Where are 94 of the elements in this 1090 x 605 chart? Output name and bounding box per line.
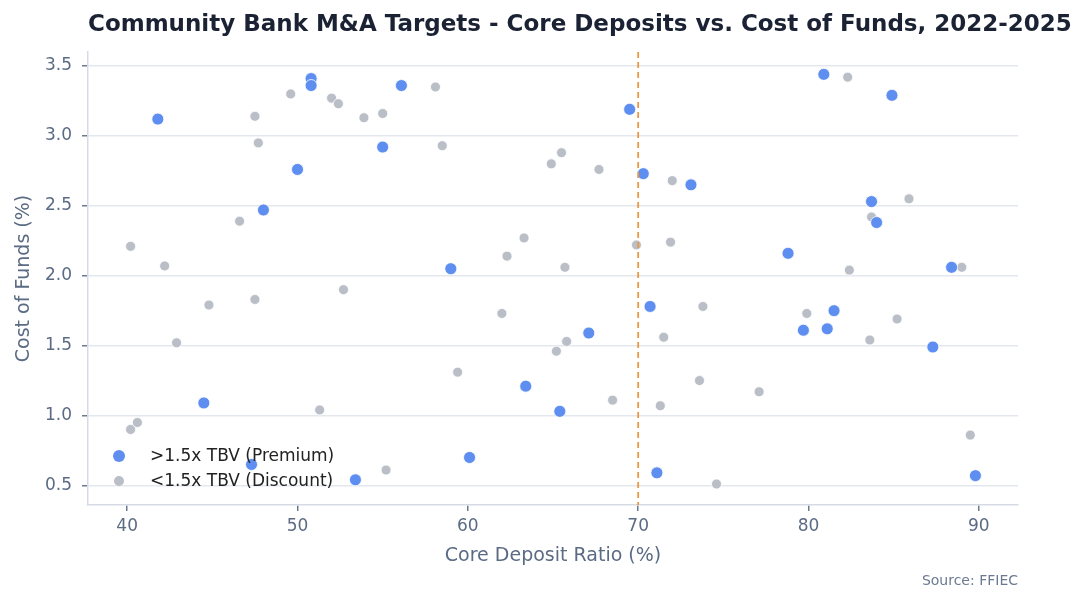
point: [314, 404, 326, 416]
point: [666, 175, 678, 187]
point: [891, 313, 903, 325]
point: [643, 300, 657, 313]
source-note: Source: FFIEC: [921, 571, 1019, 588]
point: [125, 424, 136, 435]
point: [781, 246, 795, 260]
point: [377, 108, 389, 119]
x-tick-label: 50: [286, 514, 309, 535]
point: [159, 260, 171, 272]
point: [636, 167, 650, 181]
point: [658, 331, 670, 343]
point: [903, 193, 915, 205]
x-axis-title: Core Deposit Ratio (%): [444, 542, 662, 565]
point: [518, 232, 530, 244]
point: [623, 102, 637, 116]
point: [865, 195, 878, 208]
x-tick-label: 60: [457, 514, 479, 535]
point: [291, 163, 304, 176]
point: [234, 215, 245, 227]
point: [197, 396, 211, 410]
point: [151, 112, 165, 126]
point: [864, 334, 876, 346]
point: [545, 158, 557, 170]
point: [332, 98, 344, 110]
point: [870, 216, 884, 229]
point: [452, 366, 464, 378]
point: [926, 340, 940, 354]
point: [561, 336, 573, 347]
point: [125, 240, 136, 252]
y-tick-label: 0.5: [44, 473, 72, 494]
point: [358, 112, 370, 124]
point: [519, 379, 533, 393]
point: [885, 88, 899, 102]
point: [444, 262, 458, 276]
point: [969, 469, 982, 483]
y-axis-title: Cost of Funds (%): [11, 194, 34, 363]
point: [684, 178, 698, 192]
point: [395, 79, 408, 92]
point: [252, 137, 264, 149]
chart-title: Community Bank M&A Targets - Core Deposits vs. Cost of Funds, 2022-2025: [88, 9, 1072, 36]
point: [349, 473, 362, 487]
point: [842, 71, 854, 83]
point: [463, 451, 476, 464]
y-tick-label: 2.5: [44, 194, 72, 215]
point: [559, 261, 571, 273]
point: [593, 164, 605, 175]
point: [257, 203, 270, 217]
y-tick-label: 3.5: [44, 54, 72, 75]
x-tick-label: 40: [116, 514, 138, 535]
x-tick-label: 90: [968, 514, 990, 535]
point: [436, 140, 448, 152]
legend-label: <1.5x TBV (Discount): [150, 470, 334, 491]
legend-label: >1.5x TBV (Premium): [150, 445, 335, 466]
point: [582, 326, 596, 340]
point: [607, 394, 619, 406]
point: [501, 250, 513, 262]
point: [376, 140, 390, 154]
point: [796, 323, 810, 337]
point: [694, 375, 705, 386]
point: [650, 466, 664, 480]
point: [753, 386, 765, 398]
point: [553, 404, 567, 418]
point: [551, 345, 562, 357]
point: [956, 261, 968, 273]
point: [817, 67, 831, 81]
point: [827, 304, 841, 318]
y-tick-label: 1.0: [44, 403, 72, 424]
point: [843, 264, 855, 276]
point: [249, 110, 261, 122]
x-tick-label: 80: [797, 514, 820, 535]
point: [801, 308, 813, 319]
point: [711, 478, 722, 490]
x-tick-label: 70: [627, 514, 649, 535]
point: [665, 236, 676, 248]
point: [338, 284, 349, 296]
point: [820, 322, 834, 336]
point: [430, 81, 441, 93]
point: [964, 429, 976, 441]
point: [285, 88, 297, 100]
y-tick-label: 3.0: [44, 124, 72, 145]
point: [304, 79, 318, 92]
point: [496, 308, 508, 319]
point: [556, 147, 567, 159]
point: [203, 299, 215, 311]
point: [171, 337, 182, 349]
y-tick-label: 2.0: [44, 264, 72, 285]
point: [654, 400, 666, 412]
y-tick-label: 1.5: [44, 334, 72, 355]
point: [380, 464, 392, 476]
point: [249, 294, 261, 305]
point: [697, 301, 709, 312]
point: [945, 260, 958, 274]
point: [132, 417, 143, 428]
